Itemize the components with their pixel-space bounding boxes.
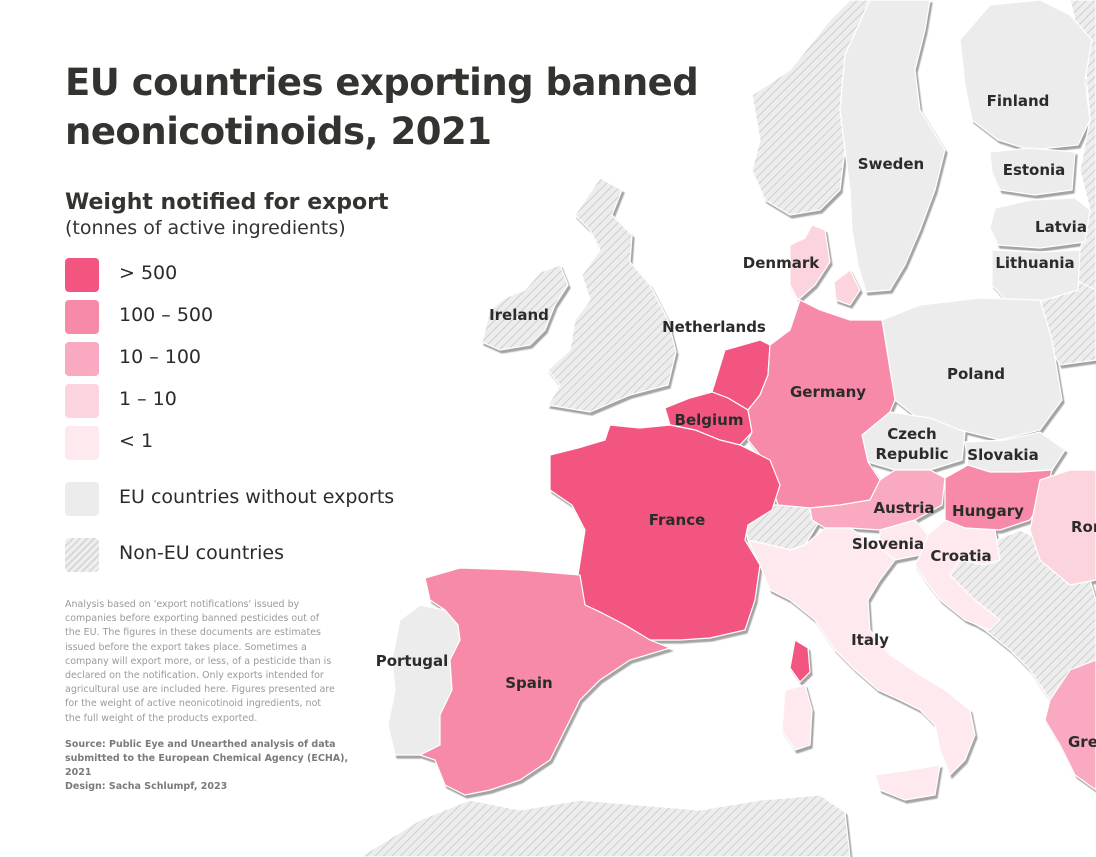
legend-swatch (65, 258, 99, 292)
page-title: EU countries exporting banned neonicotin… (65, 61, 699, 153)
legend-label: 100 – 500 (119, 304, 214, 326)
legend-item-1-10: 1 – 10 (65, 384, 445, 420)
legend: Weight notified for export (tonnes of ac… (65, 190, 465, 572)
country-label-belgium: Belgium (675, 411, 744, 429)
ireland-shape (481, 264, 569, 351)
north-africa-shape (358, 794, 851, 857)
legend-label: > 500 (119, 262, 178, 284)
denmark-island-shape (833, 269, 861, 306)
country-label-poland: Poland (947, 365, 1005, 383)
country-label-slovenia: Slovenia (852, 535, 924, 553)
legend-label: Non-EU countries (119, 542, 284, 564)
country-label-italy: Italy (851, 631, 889, 649)
country-label-ror: Ror (1071, 518, 1096, 536)
legend-item-gt500: > 500 (65, 258, 445, 294)
legend-label: 1 – 10 (119, 388, 177, 410)
country-label-germany: Germany (790, 383, 866, 401)
source-note: Source: Public Eye and Unearthed analysi… (65, 739, 349, 778)
country-label-hungary: Hungary (952, 502, 1024, 520)
italy-shape (746, 527, 976, 777)
country-label-netherlands: Netherlands (662, 318, 766, 336)
legend-swatch (65, 342, 99, 376)
country-label-portugal: Portugal (376, 652, 449, 670)
sweden-shape (839, 0, 946, 293)
methodology-note: Analysis based on 'export notifications'… (65, 599, 335, 724)
country-label-lithuania: Lithuania (995, 254, 1074, 272)
country-label-slovakia: Slovakia (967, 446, 1038, 464)
country-label-estonia: Estonia (1003, 161, 1066, 179)
country-label-sweden: Sweden (858, 155, 924, 173)
country-label-ireland: Ireland (489, 306, 549, 324)
legend-swatch (65, 300, 99, 334)
country-label-gre: Gre (1068, 733, 1096, 751)
legend-item-non-eu: Non-EU countries (65, 538, 445, 574)
czech-shape (861, 411, 966, 471)
title-panel: EU countries exporting banned neonicotin… (65, 58, 705, 156)
legend-label: EU countries without exports (119, 486, 395, 508)
design-credit: Design: Sacha Schlumpf, 2023 (65, 781, 228, 792)
country-label-croatia: Croatia (930, 547, 991, 565)
corsica-shape (789, 639, 811, 683)
legend-title: Weight notified for export (65, 190, 389, 215)
legend-item-10-100: 10 – 100 (65, 342, 445, 378)
country-label-finland: Finland (987, 92, 1050, 110)
legend-label: < 1 (119, 430, 154, 452)
legend-swatch (65, 384, 99, 418)
legend-item-lt1: < 1 (65, 426, 445, 462)
country-label-czech-republic: Czech Republic (875, 425, 948, 463)
country-label-france: France (649, 511, 706, 529)
legend-swatch (65, 538, 99, 572)
country-label-denmark: Denmark (743, 254, 820, 272)
greece-shape (1044, 659, 1096, 791)
lithuania-shape (991, 249, 1081, 306)
legend-swatch (65, 426, 99, 460)
country-label-austria: Austria (873, 499, 934, 517)
croatia-shape (914, 519, 1001, 631)
country-label-spain: Spain (505, 674, 552, 692)
legend-item-100-500: 100 – 500 (65, 300, 445, 336)
legend-subtitle: (tonnes of active ingredients) (65, 217, 346, 239)
sicily-shape (874, 764, 941, 801)
spain-shape (418, 567, 672, 796)
country-label-latvia: Latvia (1035, 218, 1087, 236)
legend-item-no-exports: EU countries without exports (65, 482, 445, 518)
romania-shape (1029, 469, 1096, 586)
sardinia-shape (781, 684, 813, 751)
denmark-shape (789, 224, 831, 301)
estonia-shape (989, 147, 1076, 196)
legend-label: 10 – 100 (119, 346, 202, 368)
uk-shape (547, 177, 677, 413)
legend-swatch (65, 482, 99, 516)
finland-shape (959, 0, 1093, 151)
latvia-shape (989, 197, 1091, 249)
